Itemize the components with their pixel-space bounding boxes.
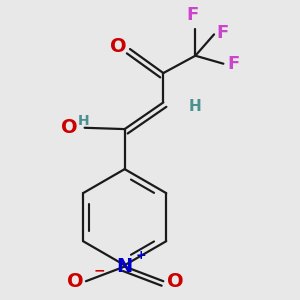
Text: +: + xyxy=(135,249,146,262)
Text: O: O xyxy=(67,272,83,291)
Text: −: − xyxy=(94,263,106,278)
Text: N: N xyxy=(116,257,133,276)
Text: H: H xyxy=(189,99,201,114)
Text: F: F xyxy=(187,6,199,24)
Text: O: O xyxy=(167,272,184,291)
Text: F: F xyxy=(217,24,229,42)
Text: O: O xyxy=(110,37,126,56)
Text: F: F xyxy=(227,55,240,73)
Text: O: O xyxy=(61,118,78,137)
Text: H: H xyxy=(78,114,90,128)
